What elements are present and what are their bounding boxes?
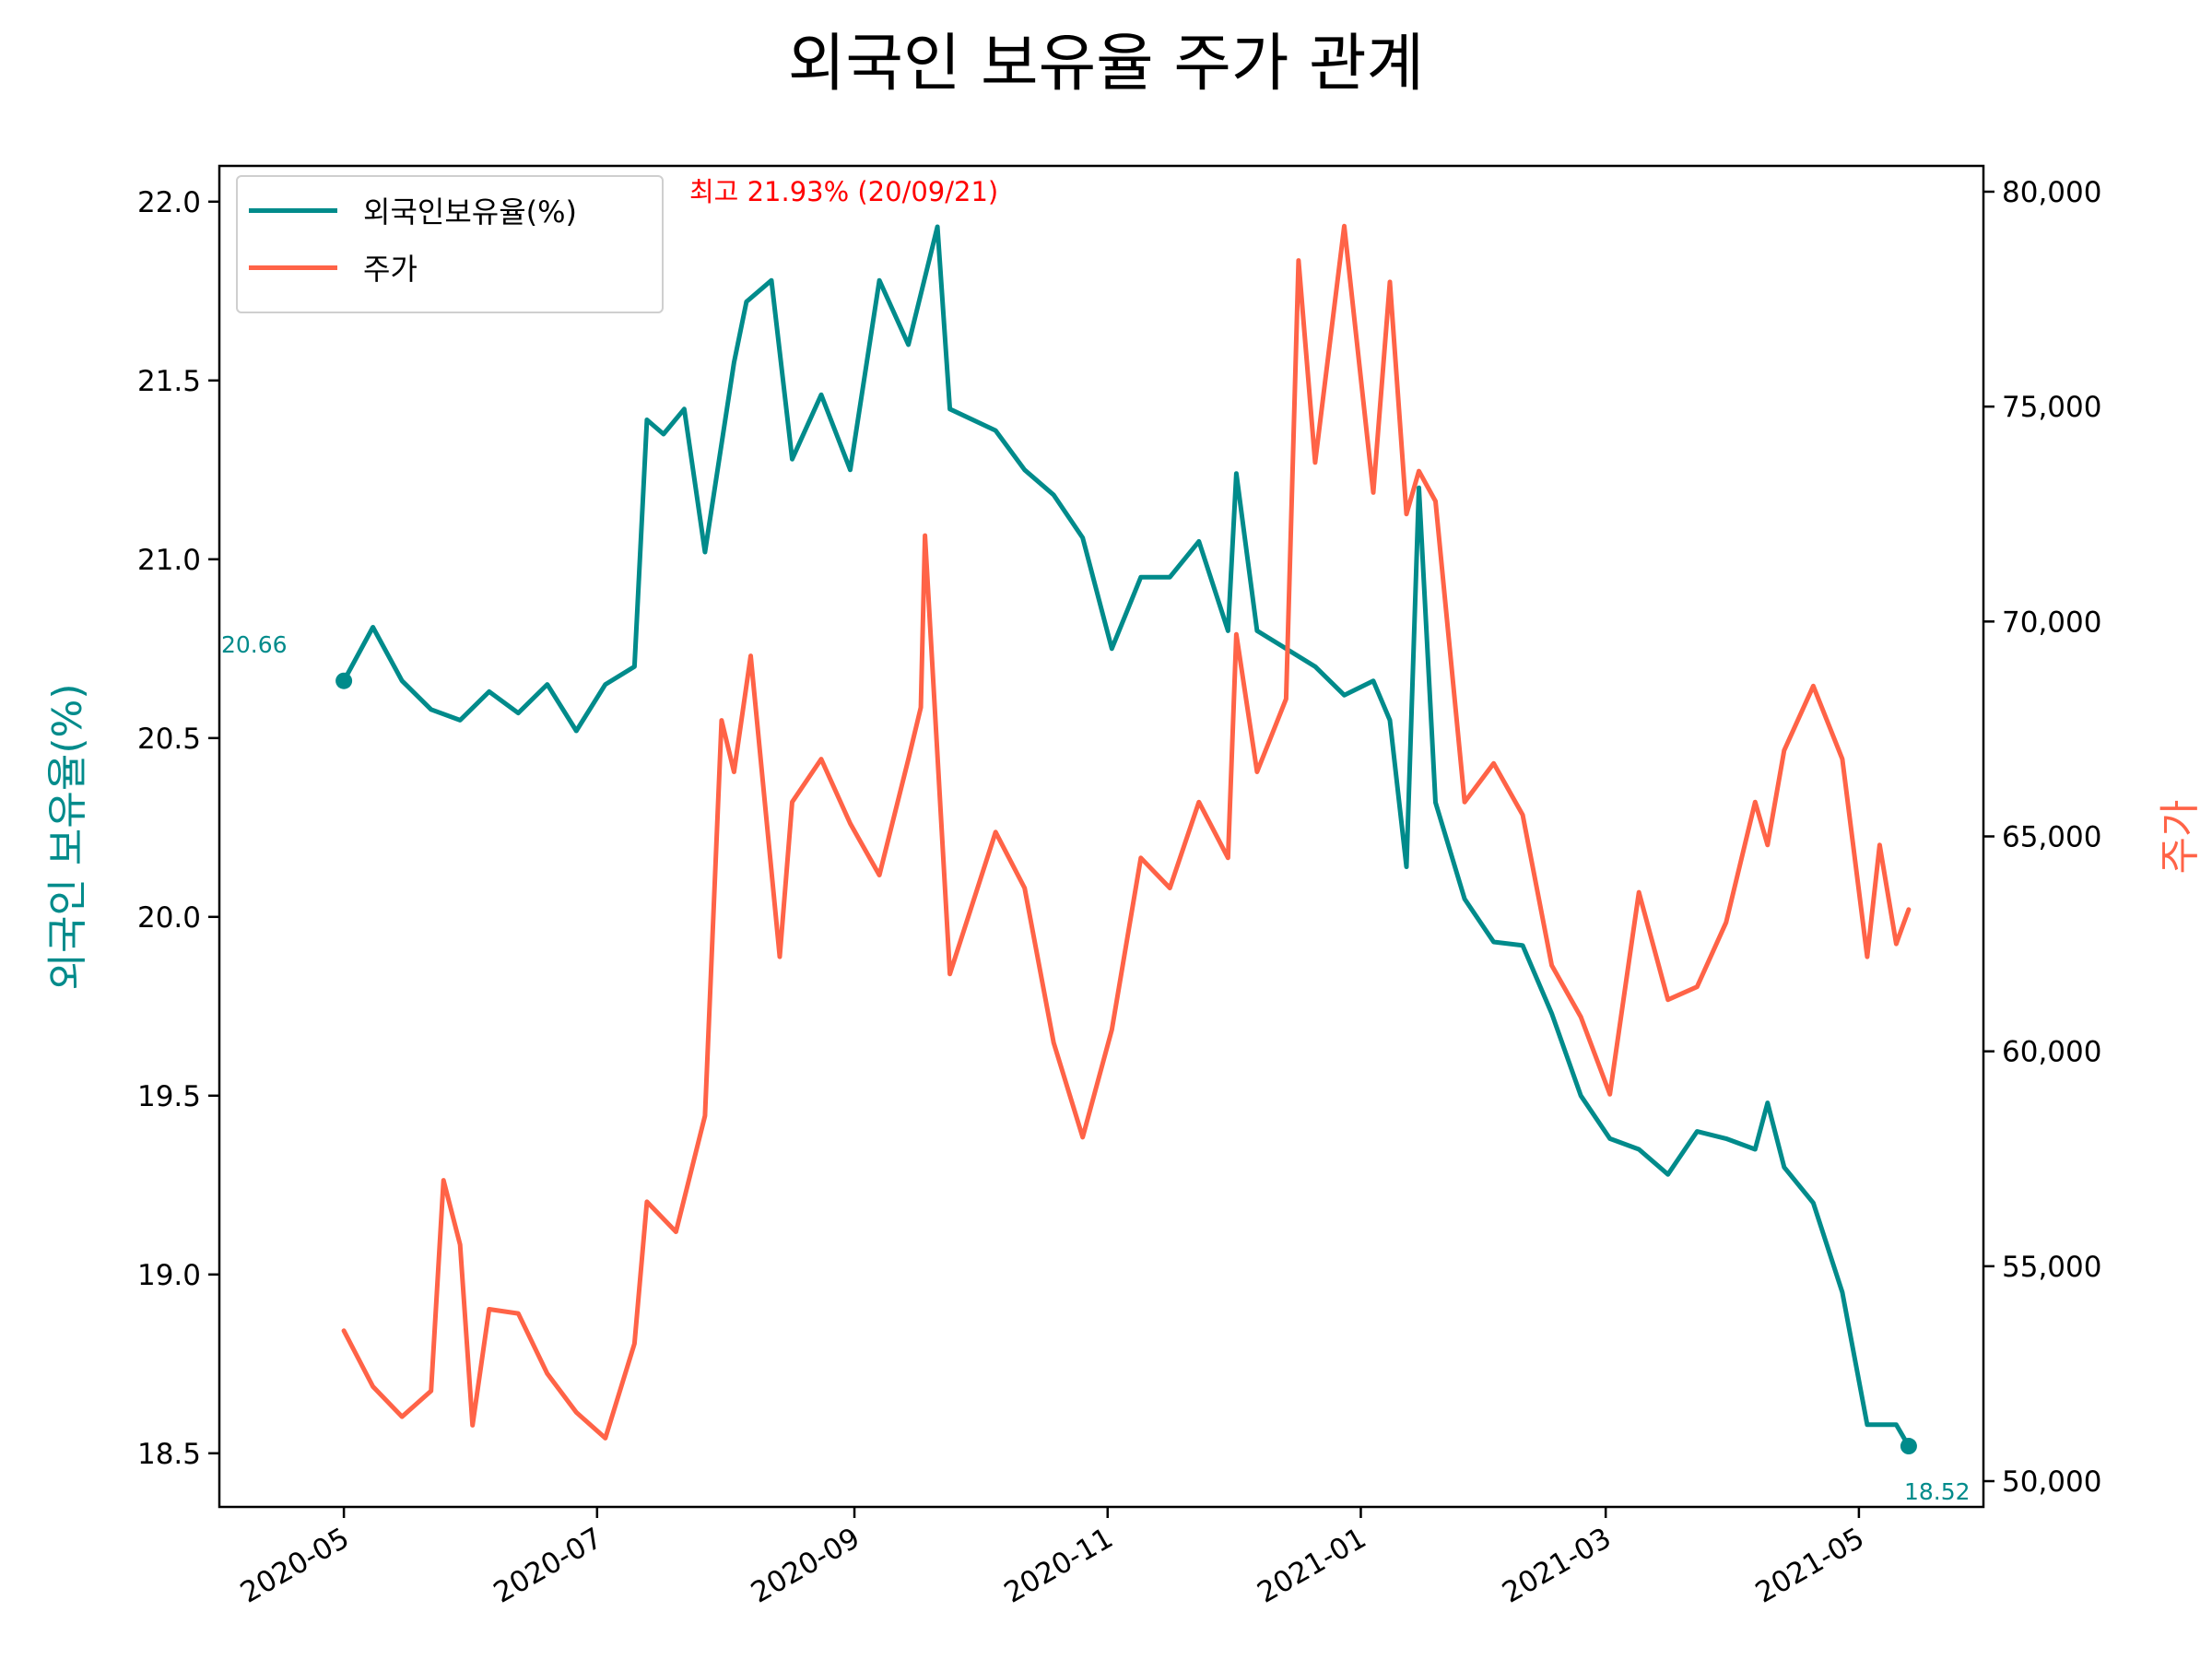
left-axis-label: 외국인 보유율(%) xyxy=(44,683,91,990)
right-tick-label-3: 65,000 xyxy=(2002,821,2101,854)
legend-label-price: 주가 xyxy=(363,252,418,287)
left-tick-label-6: 21.5 xyxy=(137,365,201,398)
right-axis-label: 주가 xyxy=(2157,800,2204,875)
max-annotation: 최고 21.93% (20/09/21) xyxy=(689,176,998,207)
right-tick-label-6: 80,000 xyxy=(2002,176,2101,209)
left-tick-label-2: 19.5 xyxy=(137,1080,201,1113)
chart-title: 외국인 보유율 주가 관계 xyxy=(788,28,1424,100)
end-value-label: 18.52 xyxy=(1904,1478,1971,1505)
legend-item-price: 주가 xyxy=(249,249,418,287)
right-tick-label-1: 55,000 xyxy=(2002,1251,2101,1284)
legend-swatch-holding xyxy=(249,207,337,213)
legend: 외국인보유율(%) 주가 xyxy=(236,175,664,313)
plot-frame xyxy=(218,164,1985,1509)
end-point-marker xyxy=(1900,1438,1917,1455)
series-line-holding xyxy=(341,224,1912,1449)
left-tick-label-5: 21.0 xyxy=(137,544,201,577)
start-value-label: 20.66 xyxy=(221,631,288,658)
legend-item-holding: 외국인보유율(%) xyxy=(249,192,577,229)
left-tick-label-7: 22.0 xyxy=(137,186,201,219)
legend-swatch-price xyxy=(249,265,337,270)
right-tick-label-2: 60,000 xyxy=(2002,1036,2101,1069)
left-tick-label-3: 20.0 xyxy=(137,901,201,935)
start-point-marker xyxy=(335,672,353,689)
legend-label-holding: 외국인보유율(%) xyxy=(363,194,578,229)
left-tick-label-0: 18.5 xyxy=(137,1438,201,1471)
right-tick-label-5: 75,000 xyxy=(2002,391,2101,424)
left-tick-label-1: 19.0 xyxy=(137,1259,201,1292)
right-tick-label-4: 70,000 xyxy=(2002,606,2101,639)
left-tick-label-4: 20.5 xyxy=(137,723,201,756)
series-line-price xyxy=(341,223,1912,1441)
right-tick-label-0: 50,000 xyxy=(2002,1465,2101,1499)
